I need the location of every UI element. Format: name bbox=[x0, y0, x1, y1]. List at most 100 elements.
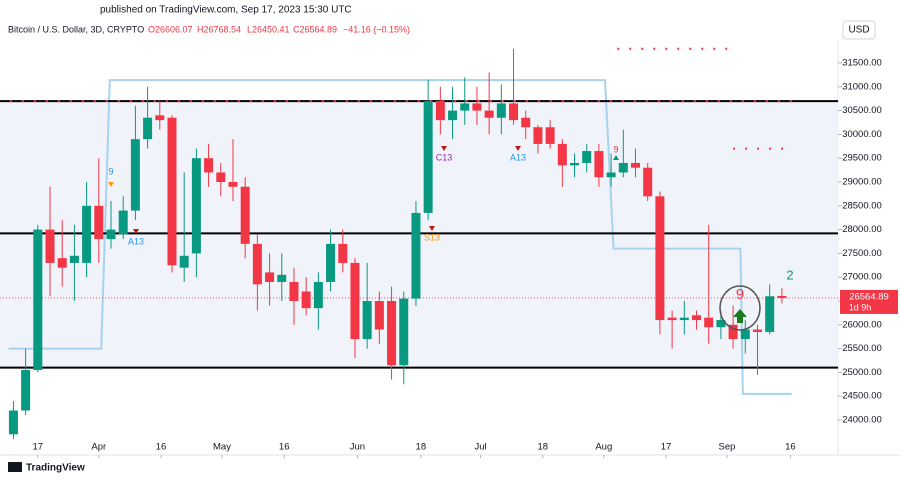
x-tick-label: 16 bbox=[785, 442, 796, 453]
brand-logo bbox=[8, 462, 22, 472]
x-tick-label: 18 bbox=[538, 442, 549, 453]
candle-body bbox=[435, 101, 445, 121]
candle-body bbox=[423, 101, 433, 213]
candle-body bbox=[667, 317, 677, 321]
candle-body bbox=[326, 243, 336, 282]
candle-body bbox=[240, 186, 250, 244]
candle-body bbox=[313, 281, 323, 309]
signal-label: 9 bbox=[736, 286, 744, 303]
candle-body bbox=[460, 103, 470, 111]
candle-body bbox=[252, 243, 262, 285]
currency[interactable]: USD bbox=[848, 25, 869, 36]
signal-arrow bbox=[613, 155, 619, 160]
signal-label: S13 bbox=[424, 232, 440, 242]
signal-label: A13 bbox=[128, 236, 144, 246]
signal-arrow bbox=[515, 146, 521, 151]
highlight-circle bbox=[719, 285, 761, 331]
candle-body bbox=[704, 317, 714, 328]
candle-body bbox=[472, 103, 482, 111]
candle-body bbox=[228, 181, 238, 187]
y-tick-label: 27000.00 bbox=[842, 272, 882, 283]
candle-body bbox=[545, 127, 555, 144]
candle-body bbox=[350, 262, 360, 340]
candle-body bbox=[143, 117, 153, 140]
brand: TradingView bbox=[26, 463, 85, 474]
candle-body bbox=[631, 162, 641, 168]
plot-area bbox=[0, 47, 838, 440]
candle-body bbox=[509, 103, 519, 121]
signal-label: A13 bbox=[510, 152, 526, 162]
candle-body bbox=[496, 103, 506, 118]
change: −41.16 (−0.15%) bbox=[343, 24, 410, 34]
candle-body bbox=[167, 117, 177, 266]
candle-body bbox=[399, 298, 409, 366]
candle-body bbox=[411, 212, 421, 299]
y-tick-label: 24500.00 bbox=[842, 391, 882, 402]
candle-body bbox=[448, 110, 458, 121]
low: L26450.41 bbox=[247, 24, 290, 34]
y-tick-label: 30000.00 bbox=[842, 129, 882, 140]
signal-label: C13 bbox=[436, 152, 453, 162]
candle-body bbox=[118, 210, 128, 235]
y-tick-label: 31500.00 bbox=[842, 58, 882, 69]
candle-body bbox=[45, 229, 55, 263]
currency-box[interactable] bbox=[842, 20, 876, 40]
x-tick-label: 16 bbox=[156, 442, 167, 453]
signal-label: 9 bbox=[613, 144, 618, 154]
candle-body bbox=[643, 167, 653, 197]
y-tick-label: 26000.00 bbox=[842, 319, 882, 330]
y-tick-label: 28500.00 bbox=[842, 200, 882, 211]
candle-body bbox=[752, 329, 762, 332]
candle-body bbox=[362, 301, 372, 340]
y-tick-label: 25500.00 bbox=[842, 343, 882, 354]
symbol-line: Bitcoin / U.S. Dollar, 3D, CRYPTO O26606… bbox=[8, 24, 410, 34]
x-tick-label: 17 bbox=[33, 442, 44, 453]
candle-body bbox=[191, 158, 201, 254]
candle-body bbox=[594, 151, 604, 178]
y-tick-label: 29000.00 bbox=[842, 177, 882, 188]
y-tick-label: 31000.00 bbox=[842, 81, 882, 92]
y-tick-label: 24000.00 bbox=[842, 415, 882, 426]
signal-arrow bbox=[429, 226, 435, 231]
x-tick-label: Jul bbox=[475, 442, 487, 453]
x-tick-label: Sep bbox=[719, 442, 736, 453]
candle-body bbox=[204, 158, 214, 173]
candle-body bbox=[130, 139, 140, 211]
signal-label: 2 bbox=[786, 267, 793, 282]
candle-body bbox=[82, 205, 92, 263]
candle-body bbox=[740, 329, 750, 340]
x-tick-label: Apr bbox=[91, 442, 106, 453]
x-tick-label: May bbox=[213, 442, 231, 453]
candle-body bbox=[155, 115, 165, 121]
x-tick-label: Jun bbox=[350, 442, 365, 453]
y-tick-label: 29500.00 bbox=[842, 153, 882, 164]
candle-body bbox=[216, 172, 226, 182]
candle-body bbox=[94, 205, 104, 240]
signal-arrow bbox=[108, 182, 114, 187]
high: H26768.54 bbox=[197, 24, 241, 34]
y-tick-label: 27500.00 bbox=[842, 248, 882, 259]
published: published on TradingView.com, Sep 17, 20… bbox=[100, 5, 352, 16]
x-tick-label: 18 bbox=[416, 442, 427, 453]
y-tick-label: 30500.00 bbox=[842, 105, 882, 116]
candle-body bbox=[606, 172, 616, 178]
last-price-label: 26564.89 bbox=[849, 291, 889, 302]
symbol: Bitcoin / U.S. Dollar, 3D, CRYPTO bbox=[8, 24, 144, 34]
candle-body bbox=[655, 196, 665, 321]
candle-body bbox=[692, 315, 702, 321]
candle-body bbox=[106, 229, 116, 240]
candle-body bbox=[179, 255, 189, 268]
signal-label: 9 bbox=[108, 166, 113, 176]
close: C26564.89 bbox=[293, 24, 337, 34]
candle-body bbox=[570, 162, 580, 166]
candle-body bbox=[57, 258, 67, 268]
signal-arrow bbox=[133, 229, 139, 234]
candle-body bbox=[521, 117, 531, 128]
candle-body bbox=[374, 301, 384, 330]
candle-body bbox=[533, 127, 543, 144]
candle-body bbox=[618, 162, 628, 173]
candle-body bbox=[777, 295, 787, 298]
y-tick-label: 28000.00 bbox=[842, 224, 882, 235]
candle-body bbox=[33, 229, 43, 371]
